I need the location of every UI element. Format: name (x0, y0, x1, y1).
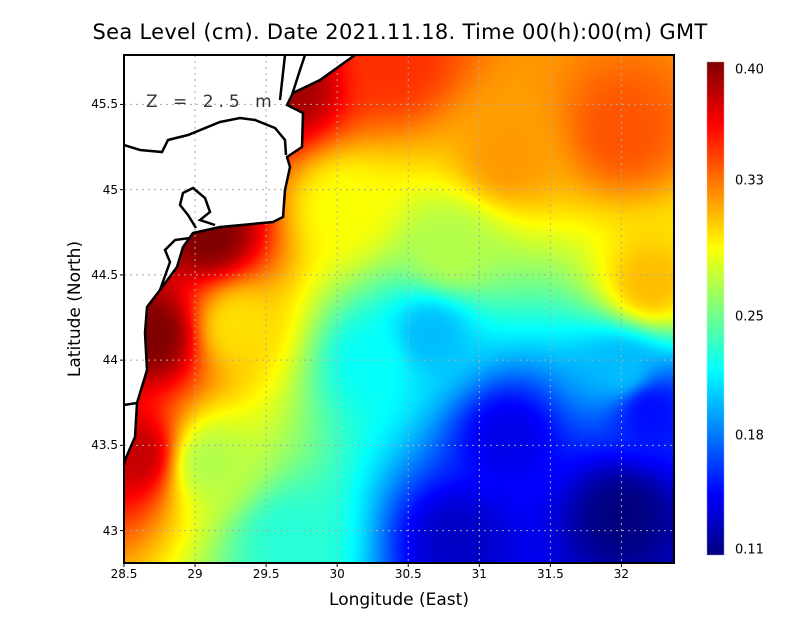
y-tick-label: 43.5 (91, 438, 118, 453)
x-axis-label: Longitude (East) (329, 590, 469, 610)
y-axis-label: Latitude (North) (65, 240, 85, 378)
colorbar-tick-label: 0.11 (735, 542, 764, 558)
coastline (122, 53, 356, 466)
river-shoreline (278, 54, 287, 101)
y-tick-label: 43 (102, 523, 118, 538)
x-tick-label: 31 (471, 567, 487, 581)
colorbar-tick-label: 0.33 (735, 173, 764, 189)
x-tick-label: 32 (613, 567, 630, 581)
y-tick-label: 45.5 (91, 97, 118, 112)
colorbar-tick-label: 0.18 (735, 428, 764, 444)
y-tick-label: 44.5 (91, 267, 118, 282)
chart-title: Sea Level (cm). Date 2021.11.18. Time 00… (92, 20, 708, 44)
colorbar-tick-label: 0.25 (735, 309, 764, 325)
delta-shoreline (158, 236, 191, 291)
x-tick-label: 29.5 (252, 567, 280, 581)
x-tick-label: 30 (329, 567, 345, 581)
depth-annotation: Z = 2.5 m (146, 92, 277, 112)
liman-shoreline (290, 54, 307, 96)
x-tick-label: 28.5 (110, 567, 138, 581)
x-tick-label: 29 (187, 567, 203, 581)
x-tick-label: 30.5 (394, 567, 422, 581)
border-line (123, 401, 138, 407)
y-tick-label: 44 (102, 353, 118, 368)
x-tick-label: 31.5 (536, 567, 564, 581)
estuary-shoreline (178, 186, 216, 229)
plot-frame (123, 54, 675, 564)
lagoon-shoreline (123, 116, 288, 156)
y-tick-label: 45 (102, 182, 118, 197)
colorbar-tick-label: 0.40 (735, 62, 764, 78)
